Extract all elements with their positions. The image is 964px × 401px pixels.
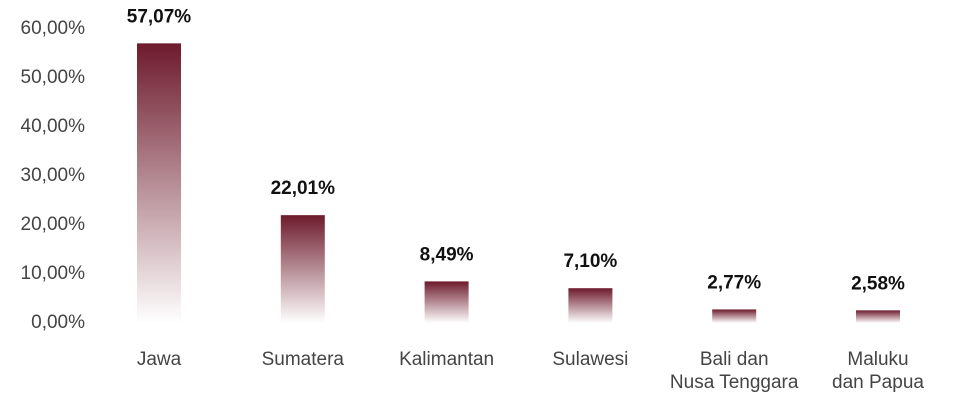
y-tick-label: 0,00% bbox=[31, 312, 85, 333]
x-tick-label: Kalimantan bbox=[399, 349, 495, 370]
x-tick-label: Maluku dan Papua bbox=[832, 349, 924, 393]
bar bbox=[856, 310, 900, 323]
y-tick-label: 10,00% bbox=[21, 263, 86, 284]
y-tick-label: 20,00% bbox=[21, 214, 86, 235]
bar bbox=[137, 43, 181, 324]
value-label: 57,07% bbox=[127, 6, 192, 27]
x-tick-label: Sulawesi bbox=[552, 349, 629, 370]
value-label: 2,77% bbox=[707, 272, 761, 293]
bar bbox=[280, 215, 325, 323]
value-label: 8,49% bbox=[420, 244, 474, 265]
x-tick-label: Jawa bbox=[136, 349, 182, 370]
x-tick-label: Sumatera bbox=[261, 349, 344, 370]
value-label: 22,01% bbox=[271, 178, 336, 199]
x-tick-label: Bali dan Nusa Tenggara bbox=[669, 349, 799, 393]
y-tick-label: 40,00% bbox=[21, 116, 86, 137]
bar bbox=[568, 288, 613, 323]
bar bbox=[712, 309, 757, 323]
value-label: 7,10% bbox=[563, 251, 617, 272]
y-tick-label: 50,00% bbox=[21, 67, 86, 88]
y-tick-label: 30,00% bbox=[21, 165, 86, 186]
value-label: 2,58% bbox=[851, 273, 905, 294]
bar bbox=[424, 281, 469, 323]
y-tick-label: 60,00% bbox=[21, 18, 86, 39]
